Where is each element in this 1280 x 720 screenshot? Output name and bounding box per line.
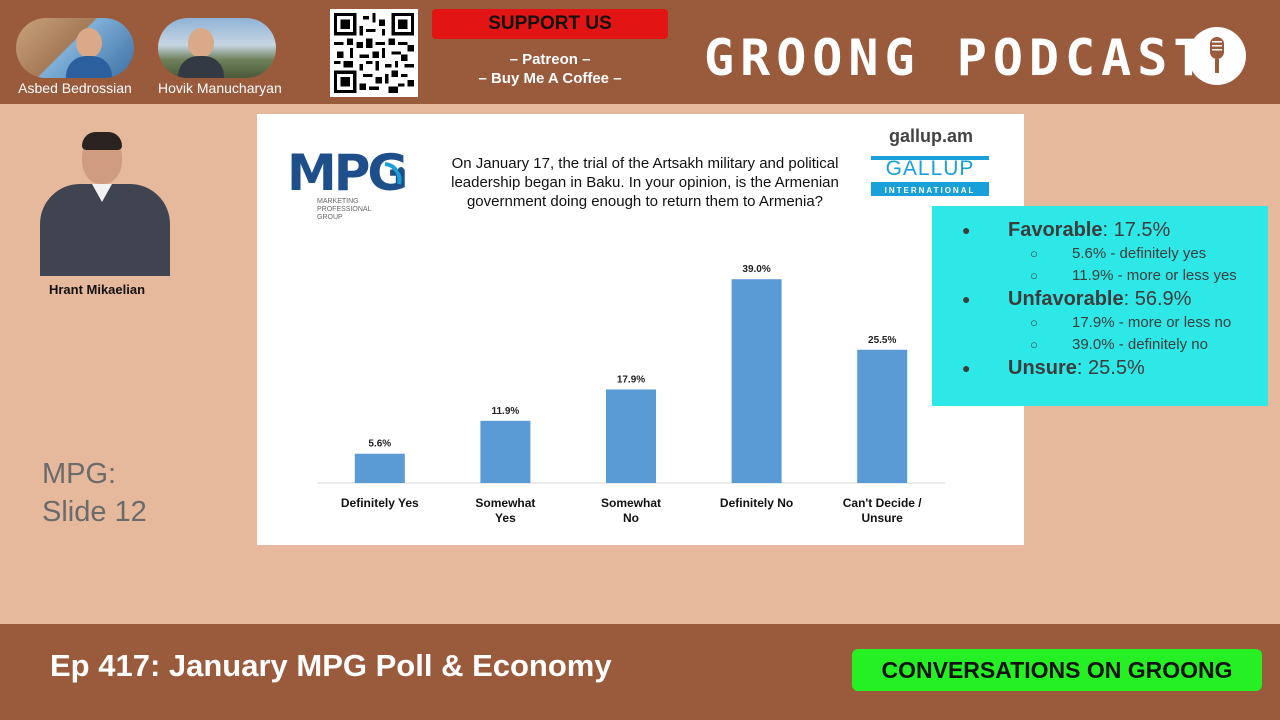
mpg-logo-subtitle: MARKETING PROFESSIONAL GROUP xyxy=(317,198,372,221)
bar xyxy=(731,279,782,483)
summary-favorable: Favorable: 17.5% xyxy=(932,218,1268,243)
data-label: 11.9% xyxy=(491,406,519,417)
summary-unsure: Unsure: 25.5% xyxy=(932,356,1268,381)
summary-unfavorable-item: 17.9% - more or less no xyxy=(932,312,1268,334)
gallup-logo-sub: INTERNATIONAL xyxy=(884,186,976,195)
poll-question: On January 17, the trial of the Artsakh … xyxy=(451,155,839,210)
data-label: 25.5% xyxy=(868,335,896,346)
category-label: No xyxy=(623,511,639,525)
show-title: GROONG PODCAST xyxy=(704,29,1210,87)
gallup-logo-main: GALLUP xyxy=(885,157,975,180)
host-asbed: Asbed Bedrossian xyxy=(16,18,134,96)
category-label: Definitely No xyxy=(720,496,793,510)
bar xyxy=(354,453,405,483)
buy-me-a-coffee-link[interactable]: – Buy Me A Coffee – xyxy=(478,70,622,87)
category-label: Unsure xyxy=(862,511,904,525)
summary-unfavorable-item: 39.0% - definitely no xyxy=(932,334,1268,356)
guest-name: Hrant Mikaelian xyxy=(48,282,146,297)
support-us-button[interactable]: SUPPORT US xyxy=(432,9,668,39)
summary-unfavorable: Unfavorable: 56.9% xyxy=(932,287,1268,312)
host-photo-asbed xyxy=(16,18,134,78)
gallup-url[interactable]: gallup.am xyxy=(888,126,973,146)
qr-code-icon[interactable] xyxy=(330,9,418,97)
category-label: Can't Decide / xyxy=(843,496,923,510)
category-label: Yes xyxy=(495,511,516,525)
category-label: Somewhat xyxy=(601,496,661,510)
microphone-icon xyxy=(1188,27,1246,85)
show-tagline: CONVERSATIONS ON GROONG xyxy=(852,649,1262,691)
slide-label-line2: Slide 12 xyxy=(42,496,147,528)
host-name-asbed: Asbed Bedrossian xyxy=(18,80,132,96)
poll-slide: MPG MARKETING PROFESSIONAL GROUP On Janu… xyxy=(257,114,1024,545)
data-label: 17.9% xyxy=(617,374,645,385)
summary-box: Favorable: 17.5% 5.6% - definitely yes 1… xyxy=(932,206,1268,406)
host-hovik: Hovik Manucharyan xyxy=(158,18,282,96)
patreon-link[interactable]: – Patreon – xyxy=(509,51,591,68)
support-links: – Patreon – – Buy Me A Coffee – xyxy=(432,50,668,88)
bar xyxy=(606,389,656,483)
mpg-logo-text: MPG xyxy=(287,144,405,202)
slide-label: MPG: Slide 12 xyxy=(42,455,147,531)
summary-favorable-item: 5.6% - definitely yes xyxy=(932,243,1268,265)
bar xyxy=(480,420,531,483)
category-label: Somewhat xyxy=(475,496,535,510)
host-name-hovik: Hovik Manucharyan xyxy=(158,80,282,96)
mpg-logo: MPG MARKETING PROFESSIONAL GROUP xyxy=(287,142,415,232)
host-photo-hovik xyxy=(158,18,276,78)
category-label: Definitely Yes xyxy=(341,496,419,510)
gallup-logo: GALLUP INTERNATIONAL xyxy=(871,156,989,196)
bar xyxy=(857,349,908,483)
poll-bar-chart: 5.6%Definitely Yes11.9%SomewhatYes17.9%S… xyxy=(317,264,945,525)
slide-label-line1: MPG: xyxy=(42,458,117,490)
guest-video xyxy=(22,128,172,276)
summary-favorable-item: 11.9% - more or less yes xyxy=(932,265,1268,287)
data-label: 39.0% xyxy=(742,264,770,275)
episode-title: Ep 417: January MPG Poll & Economy xyxy=(50,648,612,683)
data-label: 5.6% xyxy=(368,439,391,450)
